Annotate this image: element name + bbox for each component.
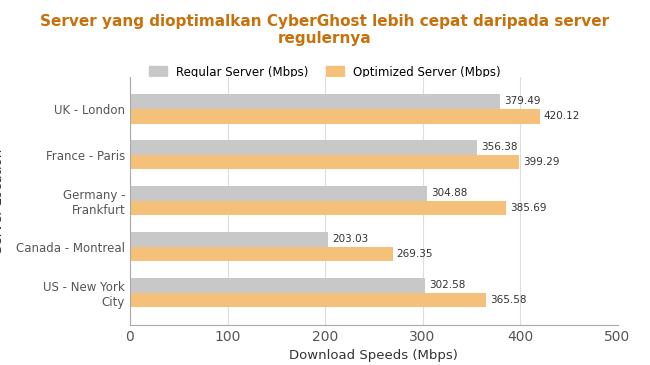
Text: 302.58: 302.58 (429, 280, 465, 290)
Y-axis label: Server Location: Server Location (0, 149, 5, 253)
X-axis label: Download Speeds (Mbps): Download Speeds (Mbps) (289, 349, 458, 362)
Text: 420.12: 420.12 (543, 111, 580, 121)
Text: 203.03: 203.03 (332, 234, 368, 244)
Bar (130, 94, 500, 109)
Text: 365.58: 365.58 (490, 295, 527, 305)
Text: 399.29: 399.29 (523, 157, 560, 167)
Legend: Regular Server (Mbps), Optimized Server (Mbps): Regular Server (Mbps), Optimized Server … (149, 66, 501, 78)
Bar (130, 186, 427, 201)
Text: 304.88: 304.88 (431, 188, 467, 199)
Bar (130, 155, 519, 169)
Bar (130, 293, 486, 307)
Bar (130, 278, 425, 293)
Bar (130, 232, 328, 247)
Text: 379.49: 379.49 (504, 96, 540, 107)
Bar (130, 140, 478, 155)
Bar (130, 109, 540, 123)
Text: 269.35: 269.35 (396, 249, 433, 259)
Bar (130, 247, 393, 261)
Text: Server yang dioptimalkan CyberGhost lebih cepat daripada server regulernya: Server yang dioptimalkan CyberGhost lebi… (40, 14, 610, 46)
Text: 385.69: 385.69 (510, 203, 547, 213)
Bar (130, 201, 506, 215)
Text: 356.38: 356.38 (482, 142, 518, 153)
